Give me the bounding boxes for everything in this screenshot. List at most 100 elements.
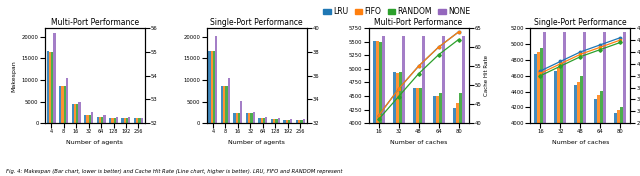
Bar bbox=[113, 118, 116, 123]
Bar bbox=[225, 86, 228, 123]
Bar bbox=[138, 118, 141, 123]
Bar bbox=[260, 118, 263, 123]
Bar bbox=[122, 118, 124, 123]
Bar bbox=[250, 113, 253, 123]
Title: Multi-Port Performance: Multi-Port Performance bbox=[374, 18, 463, 27]
Bar bbox=[246, 113, 248, 123]
Bar bbox=[240, 101, 243, 123]
Bar bbox=[97, 117, 99, 123]
Bar bbox=[584, 32, 586, 176]
Bar bbox=[618, 110, 620, 176]
Bar bbox=[211, 51, 213, 123]
Bar bbox=[543, 32, 547, 176]
Bar bbox=[259, 118, 260, 123]
Bar bbox=[399, 72, 401, 176]
Bar bbox=[275, 119, 278, 123]
Text: Fig. 4: Makespan (Bar chart, lower is better) and Cache Hit Rate (Line chart, hi: Fig. 4: Makespan (Bar chart, lower is be… bbox=[6, 169, 343, 174]
Bar bbox=[86, 115, 88, 123]
Bar bbox=[84, 115, 86, 123]
Bar bbox=[381, 36, 385, 176]
Bar bbox=[401, 36, 404, 176]
Bar bbox=[575, 85, 577, 176]
Bar bbox=[422, 36, 424, 176]
Bar bbox=[78, 102, 81, 123]
Bar bbox=[538, 52, 540, 176]
Bar bbox=[561, 63, 563, 176]
Bar bbox=[63, 86, 66, 123]
Bar bbox=[442, 36, 445, 176]
Bar bbox=[111, 118, 113, 123]
Bar bbox=[620, 106, 623, 176]
Bar bbox=[580, 76, 584, 176]
Bar bbox=[300, 120, 303, 123]
Bar bbox=[278, 118, 280, 123]
Bar bbox=[234, 113, 236, 123]
Bar bbox=[392, 72, 396, 176]
Bar bbox=[372, 41, 376, 176]
Bar bbox=[136, 118, 138, 123]
Bar bbox=[273, 119, 275, 123]
Bar bbox=[66, 78, 68, 123]
Bar bbox=[253, 112, 255, 123]
Bar bbox=[419, 88, 422, 176]
Bar bbox=[126, 118, 128, 123]
Bar bbox=[456, 103, 458, 176]
Bar bbox=[298, 120, 300, 123]
Bar bbox=[376, 41, 379, 176]
Bar bbox=[265, 117, 268, 123]
Bar bbox=[597, 95, 600, 176]
Bar bbox=[271, 119, 273, 123]
X-axis label: Number of agents: Number of agents bbox=[228, 140, 285, 145]
Bar bbox=[116, 117, 118, 123]
Bar bbox=[109, 118, 111, 123]
Bar bbox=[209, 51, 211, 123]
Bar bbox=[101, 117, 103, 123]
Title: Single-Port Performance: Single-Port Performance bbox=[211, 18, 303, 27]
Bar bbox=[213, 51, 215, 123]
Y-axis label: Cache Hit Rate: Cache Hit Rate bbox=[484, 55, 490, 96]
Bar bbox=[458, 93, 461, 176]
Bar bbox=[433, 96, 436, 176]
Bar bbox=[238, 113, 240, 123]
Bar bbox=[128, 117, 131, 123]
Bar bbox=[72, 104, 74, 123]
Bar bbox=[61, 86, 63, 123]
Legend: LRU, FIFO, RANDOM, NONE: LRU, FIFO, RANDOM, NONE bbox=[321, 4, 473, 19]
Bar bbox=[103, 115, 106, 123]
Bar bbox=[288, 120, 290, 123]
Bar bbox=[284, 120, 285, 123]
Bar bbox=[59, 86, 61, 123]
Bar bbox=[248, 113, 250, 123]
Bar bbox=[413, 88, 415, 176]
Bar bbox=[290, 119, 292, 123]
Bar bbox=[91, 112, 93, 123]
Title: Single-Port Performance: Single-Port Performance bbox=[534, 18, 627, 27]
Bar bbox=[221, 86, 223, 123]
Bar bbox=[74, 104, 76, 123]
Bar bbox=[614, 113, 618, 176]
Bar bbox=[379, 42, 381, 176]
Bar bbox=[604, 32, 607, 176]
Bar bbox=[76, 104, 78, 123]
Bar bbox=[223, 86, 225, 123]
Bar bbox=[53, 33, 56, 123]
Bar bbox=[563, 32, 566, 176]
Bar bbox=[557, 68, 561, 176]
Bar bbox=[595, 99, 597, 176]
Title: Multi-Port Performance: Multi-Port Performance bbox=[51, 18, 139, 27]
Bar bbox=[99, 117, 101, 123]
Bar bbox=[623, 32, 627, 176]
Y-axis label: Makespan: Makespan bbox=[11, 60, 16, 92]
Bar bbox=[134, 118, 136, 123]
Bar bbox=[415, 88, 419, 176]
Bar bbox=[296, 120, 298, 123]
Bar bbox=[554, 71, 557, 176]
Bar bbox=[141, 118, 143, 123]
X-axis label: Number of caches: Number of caches bbox=[390, 140, 447, 145]
Bar bbox=[436, 96, 438, 176]
Bar bbox=[452, 108, 456, 176]
Bar bbox=[88, 115, 91, 123]
X-axis label: Number of agents: Number of agents bbox=[67, 140, 124, 145]
Bar bbox=[263, 118, 265, 123]
Bar bbox=[396, 73, 399, 176]
